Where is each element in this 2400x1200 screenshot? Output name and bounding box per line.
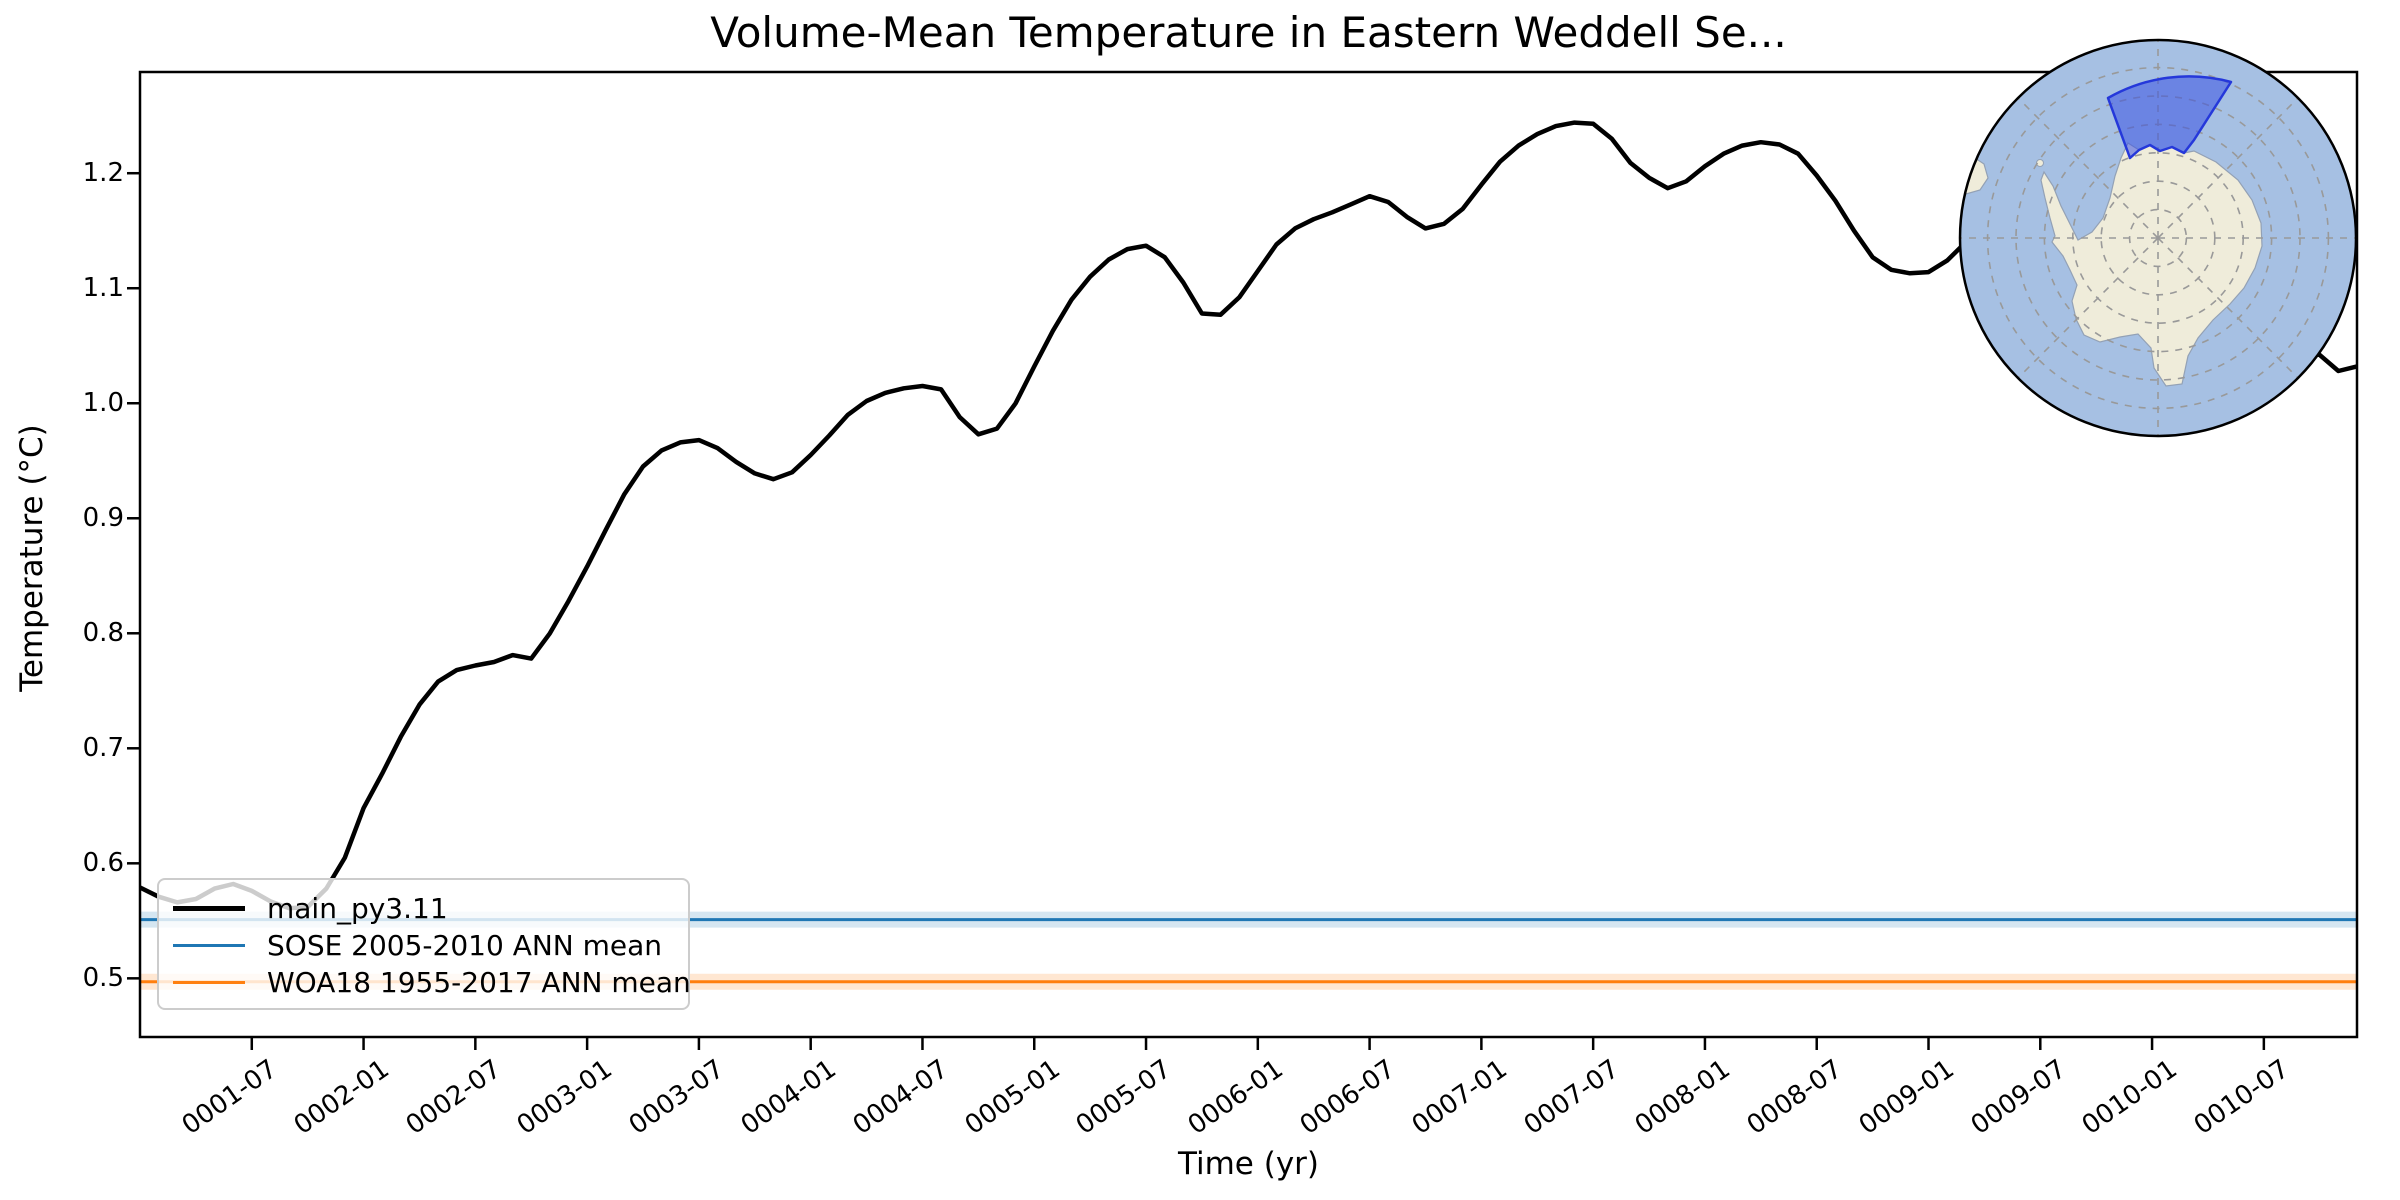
- map-border-circle: [1958, 38, 2358, 438]
- legend-line-sample: [173, 981, 245, 984]
- antarctic-inset-map: [1958, 38, 2358, 438]
- map-contents: [1960, 40, 2356, 436]
- legend-line-sample: [173, 906, 245, 911]
- y-tick-label: 0.9: [82, 503, 124, 534]
- plot-border: [138, 70, 2359, 1039]
- y-tick-label: 1.2: [82, 158, 124, 189]
- legend-entry: SOSE 2005-2010 ANN mean: [173, 927, 688, 964]
- map-antarctica-landmass: [2040, 142, 2263, 387]
- x-axis-label: Time (yr): [1178, 1146, 1319, 1182]
- legend-line-sample: [173, 944, 245, 947]
- y-tick-label: 1.1: [82, 273, 124, 304]
- legend-entry: WOA18 1955-2017 ANN mean: [173, 964, 691, 1001]
- y-tick-label: 0.6: [82, 848, 124, 879]
- chart-title: Volume-Mean Temperature in Eastern Wedde…: [710, 8, 1787, 57]
- legend-label: WOA18 1955-2017 ANN mean: [267, 966, 691, 999]
- legend-entry: main_py3.11: [173, 890, 688, 927]
- y-tick-label: 1.0: [82, 388, 124, 419]
- legend-box: main_py3.11 SOSE 2005-2010 ANN mean WOA18 …: [157, 878, 691, 1010]
- y-tick-label: 0.7: [82, 733, 124, 764]
- map-highlighted-region-weddell-sea: [2106, 75, 2233, 160]
- legend-label: SOSE 2005-2010 ANN mean: [267, 929, 663, 962]
- legend-label: main_py3.11: [267, 892, 448, 925]
- y-tick-label: 0.8: [82, 618, 124, 649]
- y-tick-label: 0.5: [82, 963, 124, 994]
